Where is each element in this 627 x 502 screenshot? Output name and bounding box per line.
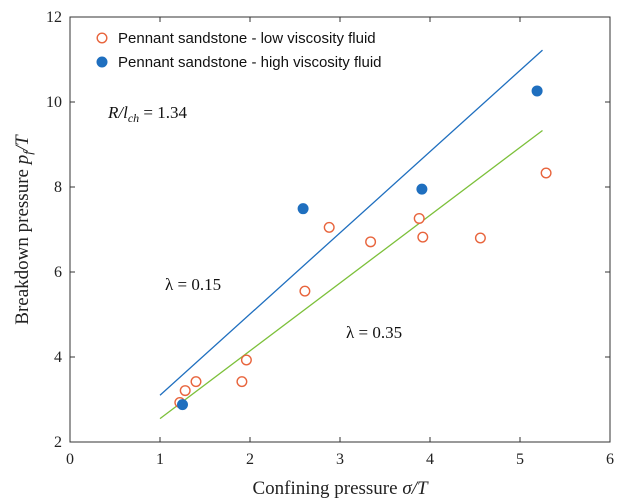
x-tick-label: 5 [516, 451, 524, 468]
legend-marker-low-viscosity [96, 32, 108, 44]
annotation-lambda-015: λ = 0.15 [165, 275, 221, 294]
plot-frame [69, 16, 611, 443]
point-low-viscosity [236, 376, 248, 388]
x-tick-label: 6 [606, 451, 614, 468]
point-low-viscosity [190, 376, 202, 388]
y-tick-label: 10 [46, 94, 62, 111]
point-high-viscosity [177, 399, 188, 411]
point-low-viscosity [299, 285, 311, 297]
point-low-viscosity [417, 231, 429, 243]
point-high-viscosity [416, 183, 428, 195]
legend: Pennant sandstone - low viscosity fluid … [96, 30, 382, 71]
y-axis-title-text: Breakdown pressure [12, 164, 33, 324]
fit-line-lambda-035 [159, 129, 543, 420]
point-low-viscosity [540, 167, 552, 179]
legend-marker-high-viscosity [96, 56, 108, 68]
legend-label-low-viscosity: Pennant sandstone - low viscosity fluid [118, 30, 376, 47]
y-axis-title-tail: /T [12, 134, 33, 152]
x-tick-label: 3 [336, 451, 344, 468]
point-low-viscosity [365, 236, 377, 248]
legend-label-high-viscosity: Pennant sandstone - high viscosity fluid [118, 54, 382, 71]
x-axis-title-math: σ/T [402, 478, 429, 499]
y-tick-label: 6 [54, 264, 62, 281]
fit-line-lambda-015 [159, 49, 543, 396]
point-low-viscosity [474, 232, 486, 244]
point-low-viscosity [179, 385, 191, 397]
x-tick-label: 4 [426, 451, 434, 468]
y-tick-label: 4 [54, 349, 62, 366]
annotation-ratio-rhs: = 1.34 [139, 103, 187, 122]
y-axis-title-sub: f [20, 149, 35, 155]
x-tick-label: 0 [66, 451, 74, 468]
point-high-viscosity [297, 203, 309, 215]
y-tick-label: 8 [54, 179, 62, 196]
point-high-viscosity [531, 85, 543, 97]
annotation-lambda-035: λ = 0.35 [346, 323, 402, 342]
x-tick-label: 1 [156, 451, 164, 468]
x-axis-title-text: Confining pressure [252, 478, 402, 499]
annotation-ratio: R/lch = 1.34 [107, 103, 188, 125]
point-low-viscosity [240, 354, 252, 366]
y-axis-title: Breakdown pressure pf/T [12, 134, 35, 325]
y-tick-label: 12 [46, 9, 62, 26]
x-tick-label: 2 [246, 451, 254, 468]
annotation-ratio-sub: ch [128, 111, 139, 125]
point-low-viscosity [323, 221, 335, 233]
fit-lines [159, 49, 543, 420]
x-axis-title: Confining pressure σ/T [252, 478, 429, 499]
annotation-ratio-lhs: R/l [107, 103, 128, 122]
y-axis-title-math: p [12, 155, 33, 167]
point-low-viscosity [413, 212, 425, 224]
y-tick-label: 2 [54, 434, 62, 451]
data-points [174, 85, 552, 411]
